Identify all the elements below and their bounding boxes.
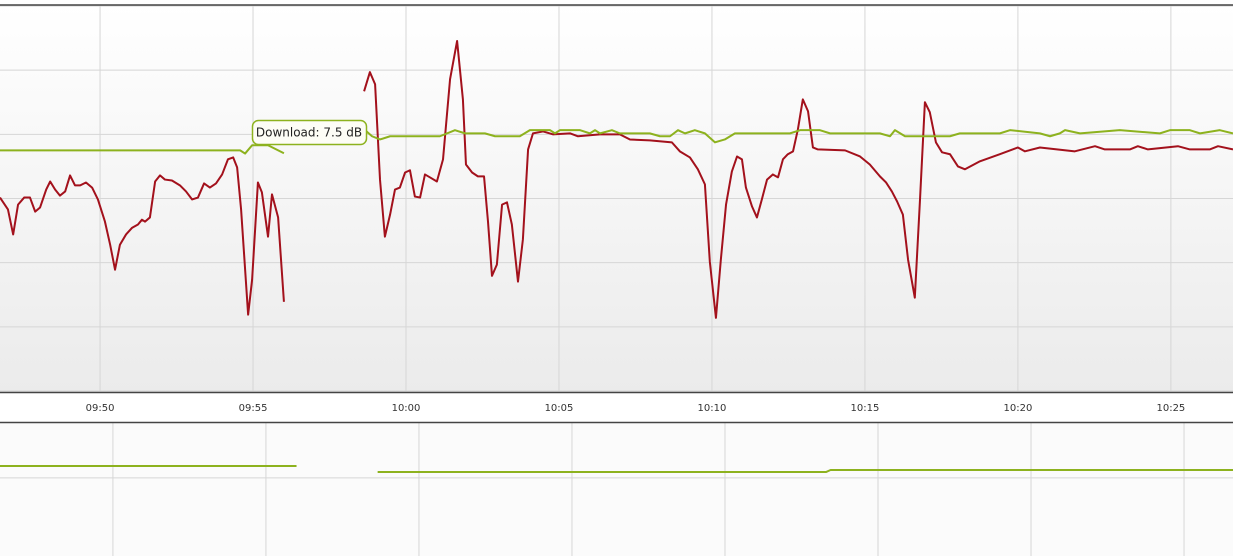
line-series [0,465,1233,474]
x-tick-label: 10:20 [1003,403,1032,414]
navigator-background [0,422,1233,556]
x-tick-label: 10:15 [851,403,880,414]
plot-layer [0,5,1233,556]
x-tick-label: 10:00 [392,403,421,414]
x-tick-label: 09:55 [239,403,268,414]
tooltip: Download: 7.5 dB [251,119,368,146]
x-tick-label: 10:25 [1156,403,1185,414]
line-series [0,128,1233,155]
tooltip-box [251,119,368,146]
grid [0,5,1233,392]
line-series [0,39,1233,319]
grid [0,422,1233,556]
x-tick-label: 10:10 [698,403,727,414]
tooltip-text: Download: 7.5 dB [256,126,362,140]
x-tick-label: 09:50 [86,403,115,414]
x-tick-label: 10:05 [545,403,574,414]
